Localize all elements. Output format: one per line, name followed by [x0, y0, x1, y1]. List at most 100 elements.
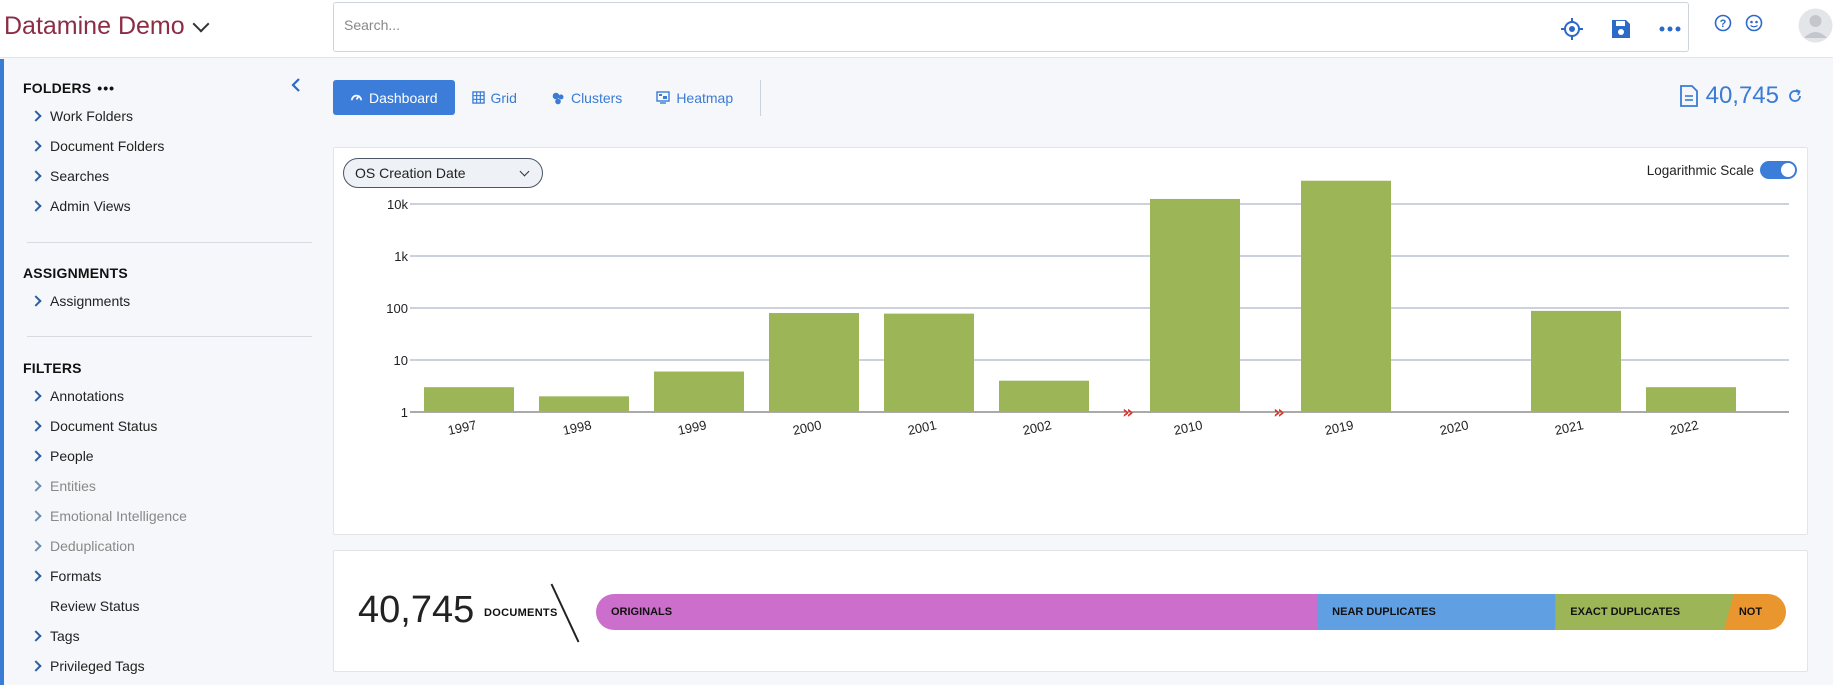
segment-exact-duplicates[interactable]: EXACT DUPLICATES [1555, 594, 1734, 630]
collapse-sidebar-icon[interactable] [288, 77, 304, 93]
segment-label: NOT [1738, 606, 1763, 618]
bar[interactable] [1646, 387, 1736, 412]
divider [760, 79, 762, 116]
bar-chart: 1 10 100 1k 10k 1997 1998 1999 2000 2001 2002 » 2010… [386, 180, 1789, 438]
y-tick-label: 1k [394, 249, 408, 264]
bar[interactable] [1150, 198, 1240, 412]
bar[interactable] [1301, 180, 1391, 412]
folders-title: FOLDERS ••• [23, 80, 116, 96]
help-icon[interactable]: ? [1714, 14, 1732, 37]
app-title: Datamine Demo [4, 12, 185, 40]
chevron-right-icon [30, 480, 42, 492]
x-tick-label: 1998 [561, 417, 592, 438]
sidebar-item-privileged-tags[interactable]: Privileged Tags [30, 656, 145, 676]
sidebar-item-assignments[interactable]: Assignments [30, 291, 130, 311]
segment-label: ORIGINALS [611, 606, 673, 618]
total-count: 40,745 [1705, 82, 1779, 109]
x-tick-label: 2010 [1172, 417, 1203, 438]
chevron-right-icon [30, 540, 42, 552]
grid-icon [471, 91, 485, 104]
chevron-right-icon [30, 420, 42, 432]
x-tick-label: 2001 [906, 417, 937, 438]
dashboard-icon [351, 94, 362, 101]
tab-heatmap[interactable]: Heatmap [639, 80, 750, 115]
segment-near-duplicates[interactable]: NEAR DUPLICATES [1317, 594, 1565, 630]
bar[interactable] [539, 396, 629, 412]
x-tick-label: 1997 [446, 417, 477, 438]
sidebar-item-people[interactable]: People [30, 446, 94, 466]
bar[interactable] [769, 313, 859, 412]
sidebar-item-document-folders[interactable]: Document Folders [30, 136, 164, 156]
sidebar-item-work-folders[interactable]: Work Folders [30, 106, 133, 126]
bar[interactable] [1531, 310, 1621, 412]
bar[interactable] [654, 371, 744, 412]
log-scale-switch[interactable] [1760, 161, 1797, 179]
search-bar [333, 2, 1689, 52]
log-scale-label: Logarithmic Scale [1646, 162, 1754, 178]
tab-clusters[interactable]: Clusters [534, 80, 639, 115]
document-icon [1679, 85, 1698, 107]
sidebar-item-review-status[interactable]: Review Status [50, 598, 140, 614]
chevron-right-icon [30, 295, 42, 307]
workspace-selector[interactable]: Datamine Demo [4, 12, 210, 41]
x-tick-label: 2000 [791, 417, 822, 438]
x-tick-label: 1999 [676, 417, 707, 438]
divider [27, 336, 312, 337]
view-tabs: Dashboard Grid Clusters Heatmap [333, 79, 762, 116]
assistant-icon[interactable] [1745, 14, 1763, 37]
segment-not[interactable]: NOT [1723, 594, 1786, 630]
assignments-title: ASSIGNMENTS [23, 265, 128, 281]
sidebar-item-searches[interactable]: Searches [30, 166, 109, 186]
x-tick-label: 2020 [1438, 417, 1469, 438]
y-tick-label: 10 [394, 353, 408, 368]
chevron-down-icon [192, 15, 210, 32]
segment-originals[interactable]: ORIGINALS [596, 594, 1327, 630]
locate-icon[interactable] [1560, 17, 1584, 41]
documents-label: DOCUMENTS [484, 607, 558, 619]
sidebar-item-tags[interactable]: Tags [30, 626, 80, 646]
field-select[interactable]: OS Creation Date [343, 158, 543, 188]
sidebar-item-formats[interactable]: Formats [30, 566, 101, 586]
chevron-right-icon [30, 510, 42, 522]
tab-dashboard[interactable]: Dashboard [333, 80, 455, 115]
segment-label: EXACT DUPLICATES [1570, 606, 1681, 618]
chevron-right-icon [30, 660, 42, 672]
heatmap-icon [656, 91, 671, 104]
bar[interactable] [884, 313, 974, 412]
sidebar-item-entities[interactable]: Entities [30, 476, 96, 496]
sidebar: FOLDERS ••• Work Folders Document Folders… [0, 59, 320, 685]
search-input[interactable] [344, 17, 1494, 33]
summary-card: 40,745 DOCUMENTS ORIGINALS NEAR DUPLICATE… [333, 550, 1808, 672]
avatar[interactable] [1798, 8, 1833, 48]
log-scale-toggle: Logarithmic Scale [1647, 161, 1797, 179]
x-tick-label: 2022 [1668, 417, 1699, 438]
bar[interactable] [999, 380, 1089, 412]
axis-break-marker: » [1122, 402, 1134, 423]
y-tick-label: 10k [387, 197, 408, 212]
sidebar-item-annotations[interactable]: Annotations [30, 386, 124, 406]
filters-title: FILTERS [23, 360, 82, 376]
y-tick-label: 1 [401, 405, 408, 420]
bar[interactable] [424, 387, 514, 412]
folders-more-icon[interactable]: ••• [97, 80, 116, 96]
axis-break-marker: » [1273, 402, 1285, 423]
document-count: 40,745 [1679, 82, 1803, 110]
clusters-icon [552, 92, 564, 104]
deduplication-bar: ORIGINALS NEAR DUPLICATES EXACT DUPLICATES… [596, 594, 1786, 630]
refresh-icon[interactable] [1787, 88, 1803, 104]
more-options-icon[interactable] [1658, 17, 1682, 41]
x-tick-label: 2002 [1021, 417, 1052, 438]
divider [27, 242, 312, 243]
documents-count: 40,745 [358, 589, 475, 631]
chevron-right-icon [30, 110, 42, 122]
save-icon[interactable] [1609, 17, 1633, 41]
chevron-right-icon [30, 390, 42, 402]
top-bar: Datamine Demo ? [0, 0, 1833, 58]
sidebar-item-deduplication[interactable]: Deduplication [30, 536, 135, 556]
y-tick-label: 100 [386, 301, 408, 316]
sidebar-item-emotional-intelligence[interactable]: Emotional Intelligence [30, 506, 187, 526]
tab-grid[interactable]: Grid [455, 80, 534, 115]
sidebar-item-admin-views[interactable]: Admin Views [30, 196, 131, 216]
chevron-right-icon [30, 570, 42, 582]
sidebar-item-document-status[interactable]: Document Status [30, 416, 157, 436]
